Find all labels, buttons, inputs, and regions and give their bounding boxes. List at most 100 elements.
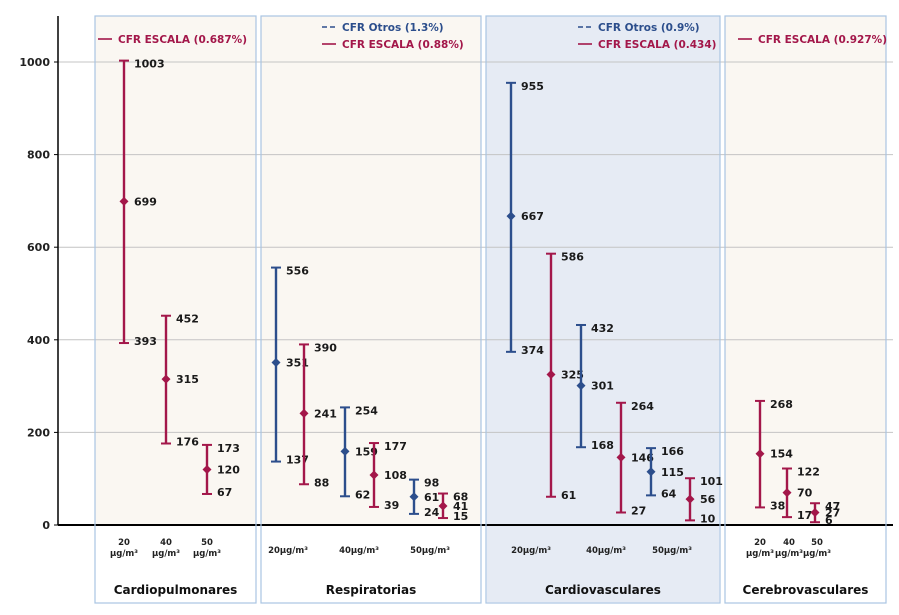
- panel-frame: [485, 15, 721, 604]
- x-tick-label: µg/m³: [803, 549, 831, 559]
- x-tick-label: µg/m³: [152, 549, 180, 559]
- legend-label: CFR ESCALA (0.927%): [758, 34, 887, 46]
- data-label-mid: 154: [770, 448, 793, 461]
- data-label-mid: 61: [424, 491, 439, 504]
- data-label-mid: 56: [700, 493, 716, 506]
- data-label-high: 1003: [134, 58, 165, 71]
- panel-label-background: [486, 526, 720, 603]
- x-tick-label: 40: [783, 538, 795, 548]
- data-label-high: 390: [314, 341, 337, 354]
- data-label-mid: 108: [384, 469, 407, 482]
- panel-frame: [724, 15, 887, 604]
- point-marker: [546, 370, 556, 380]
- data-label-mid: 241: [314, 407, 337, 420]
- x-tick-label: 20: [754, 538, 766, 548]
- data-label-high: 101: [700, 475, 723, 488]
- x-tick-label: µg/m³: [775, 549, 803, 559]
- y-tick-label: 0: [42, 519, 50, 532]
- data-label-low: 374: [521, 344, 544, 357]
- legend-label: CFR Otros (1.3%): [342, 22, 444, 34]
- legend-label: CFR ESCALA (0.687%): [118, 34, 247, 46]
- legend-label: CFR ESCALA (0.88%): [342, 39, 464, 51]
- panel-title: Cardiovasculares: [545, 583, 661, 597]
- data-label-low: 24: [424, 506, 440, 519]
- point-marker: [755, 449, 765, 459]
- legend-label: CFR ESCALA (0.434): [598, 39, 716, 51]
- y-tick-label: 800: [27, 149, 50, 162]
- point-marker: [409, 492, 419, 502]
- point-marker: [685, 494, 695, 504]
- x-tick-label: 50µg/m³: [652, 546, 692, 556]
- panel-title: Respiratorias: [326, 583, 417, 597]
- data-label-high: 586: [561, 251, 584, 264]
- point-marker: [576, 381, 586, 391]
- data-label-low: 17: [797, 509, 812, 522]
- panel-background: [486, 16, 720, 525]
- data-label-low: 62: [355, 488, 370, 501]
- data-label-high: 556: [286, 265, 309, 278]
- point-marker: [119, 196, 129, 206]
- y-tick-label: 200: [27, 426, 50, 439]
- data-label-mid: 667: [521, 210, 544, 223]
- x-tick-label: 20: [118, 538, 130, 548]
- x-tick-label: 40µg/m³: [586, 546, 626, 556]
- panel-title: Cardiopulmonares: [114, 583, 238, 597]
- data-label-high: 432: [591, 322, 614, 335]
- data-label-high: 254: [355, 404, 378, 417]
- point-marker: [646, 467, 656, 477]
- panel-frame: [94, 15, 257, 604]
- data-label-high: 47: [825, 500, 840, 513]
- panel-background: [725, 16, 886, 525]
- point-marker: [506, 211, 516, 221]
- data-label-high: 122: [797, 466, 820, 479]
- x-tick-label: 40µg/m³: [339, 546, 379, 556]
- y-tick-label: 1000: [19, 56, 50, 69]
- data-label-mid: 120: [217, 463, 240, 476]
- data-label-high: 264: [631, 400, 654, 413]
- data-label-mid: 115: [661, 466, 684, 479]
- data-label-low: 393: [134, 335, 157, 348]
- point-marker: [616, 452, 626, 462]
- data-label-mid: 315: [176, 373, 199, 386]
- data-label-low: 67: [217, 486, 232, 499]
- data-label-high: 955: [521, 80, 544, 93]
- data-label-high: 98: [424, 477, 439, 490]
- data-label-mid: 159: [355, 445, 378, 458]
- data-label-low: 27: [631, 504, 646, 517]
- point-marker: [202, 464, 212, 474]
- data-label-high: 268: [770, 398, 793, 411]
- point-marker: [340, 446, 350, 456]
- x-tick-label: µg/m³: [746, 549, 774, 559]
- panel-frame: [260, 15, 482, 604]
- x-tick-label: 20µg/m³: [268, 546, 308, 556]
- data-label-low: 6: [825, 514, 833, 527]
- legend-label: CFR Otros (0.9%): [598, 22, 700, 34]
- x-tick-label: 20µg/m³: [511, 546, 551, 556]
- point-marker: [438, 501, 448, 511]
- data-label-high: 68: [453, 491, 468, 504]
- point-marker: [369, 470, 379, 480]
- data-label-high: 173: [217, 442, 240, 455]
- panel-background: [261, 16, 481, 525]
- x-tick-label: 50: [811, 538, 823, 548]
- data-label-mid: 146: [631, 451, 654, 464]
- x-tick-label: 50µg/m³: [410, 546, 450, 556]
- point-marker: [161, 374, 171, 384]
- data-label-low: 15: [453, 510, 468, 523]
- data-label-low: 88: [314, 476, 329, 489]
- data-label-mid: 70: [797, 487, 813, 500]
- data-label-mid: 699: [134, 195, 157, 208]
- data-label-low: 137: [286, 454, 309, 467]
- data-label-low: 168: [591, 439, 614, 452]
- x-tick-label: µg/m³: [193, 549, 221, 559]
- data-label-high: 166: [661, 445, 684, 458]
- x-tick-label: µg/m³: [110, 549, 138, 559]
- point-marker: [299, 408, 309, 418]
- x-tick-label: 40: [160, 538, 172, 548]
- data-label-low: 10: [700, 512, 716, 525]
- y-tick-label: 400: [27, 334, 50, 347]
- data-label-mid: 41: [453, 500, 468, 513]
- data-label-low: 39: [384, 499, 399, 512]
